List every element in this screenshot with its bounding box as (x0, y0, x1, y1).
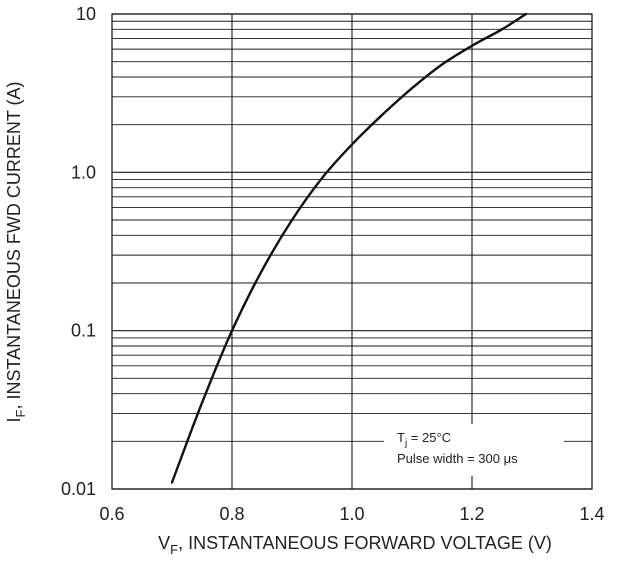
curve-layer (170, 12, 528, 484)
y-tick-label: 0.1 (71, 321, 96, 341)
x-axis-title-rest: , INSTANTANEOUS FORWARD VOLTAGE (V) (178, 533, 552, 553)
x-axis-title: VF, INSTANTANEOUS FORWARD VOLTAGE (V) (158, 533, 552, 557)
annotation-pulse-width: Pulse width = 300 μs (397, 451, 518, 466)
y-axis-title-subscript: F (13, 409, 28, 417)
y-axis-title-rest: , INSTANTANEOUS FWD CURRENT (A) (4, 82, 24, 410)
annotation-background (384, 424, 564, 476)
annotation-box: Tj = 25°C Pulse width = 300 μs (384, 424, 564, 476)
y-axis-title: IF, INSTANTANEOUS FWD CURRENT (A) (4, 82, 28, 423)
x-tick-label: 0.6 (99, 504, 124, 524)
y-tick-label: 10 (76, 4, 96, 24)
x-tick-label: 1.0 (339, 504, 364, 524)
tick-labels: 0.6 0.8 1.0 1.2 1.4 0.01 0.1 1.0 10 (61, 4, 605, 524)
y-axis-title-main: I (4, 417, 24, 422)
x-axis-title-main: V (158, 533, 170, 553)
y-tick-label: 1.0 (71, 162, 96, 182)
y-tick-label: 0.01 (61, 479, 96, 499)
x-tick-label: 1.4 (579, 504, 604, 524)
annotation-temperature: Tj = 25°C (397, 430, 451, 449)
forward-current-curve (170, 12, 528, 484)
x-axis-title-subscript: F (170, 542, 178, 557)
plot-frame (111, 13, 593, 490)
x-tick-label: 0.8 (219, 504, 244, 524)
x-tick-label: 1.2 (459, 504, 484, 524)
grid-layer (111, 13, 593, 490)
